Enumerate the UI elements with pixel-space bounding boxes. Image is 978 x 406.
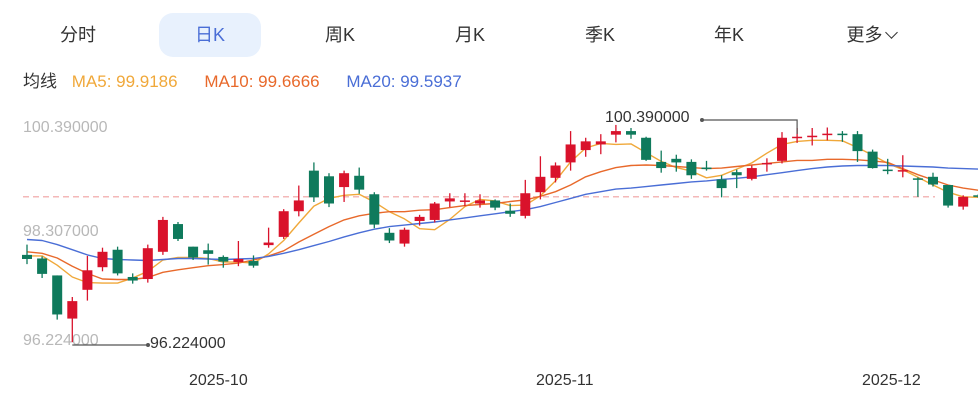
tab-label: 周K bbox=[324, 25, 355, 45]
tab-weekly-k[interactable]: 周K bbox=[300, 13, 380, 57]
ma10-value: MA10: 99.6666 bbox=[204, 72, 320, 91]
ma5-value: MA5: 99.9186 bbox=[71, 72, 178, 91]
max-price-label: 100.390000 bbox=[605, 109, 690, 126]
tab-intraday[interactable]: 分时 bbox=[38, 13, 118, 57]
tab-daily-k[interactable]: 日K bbox=[159, 13, 261, 57]
tab-more-dropdown[interactable]: 更多 bbox=[826, 13, 916, 57]
ma-legend: 均线 MA5: 99.9186 MA10: 99.6666 MA20: 99.5… bbox=[23, 70, 462, 94]
period-tabs: 分时 日K 周K 月K 季K 年K 更多 bbox=[0, 13, 978, 57]
y-tick-mid: 98.307000 bbox=[23, 223, 99, 240]
tab-label: 日K bbox=[194, 25, 225, 45]
ma-legend-label: 均线 bbox=[23, 72, 57, 91]
tab-label: 月K bbox=[454, 25, 485, 45]
tab-label: 更多 bbox=[846, 25, 883, 45]
tab-yearly-k[interactable]: 年K bbox=[689, 13, 769, 57]
moving-average-lines bbox=[26, 139, 978, 284]
tab-monthly-k[interactable]: 月K bbox=[430, 13, 510, 57]
x-tick-nov: 2025-11 bbox=[536, 372, 594, 389]
x-tick-oct: 2025-10 bbox=[189, 372, 248, 389]
min-price-label: 96.224000 bbox=[150, 335, 226, 352]
extreme-markers bbox=[72, 118, 798, 347]
tab-label: 年K bbox=[713, 25, 744, 45]
tab-label: 季K bbox=[584, 25, 615, 45]
x-tick-dec: 2025-12 bbox=[862, 372, 921, 389]
candles bbox=[22, 124, 978, 343]
y-tick-top: 100.390000 bbox=[23, 119, 108, 136]
ma20-value: MA20: 99.5937 bbox=[346, 72, 462, 91]
tab-quarterly-k[interactable]: 季K bbox=[560, 13, 640, 57]
tab-label: 分时 bbox=[60, 25, 96, 45]
